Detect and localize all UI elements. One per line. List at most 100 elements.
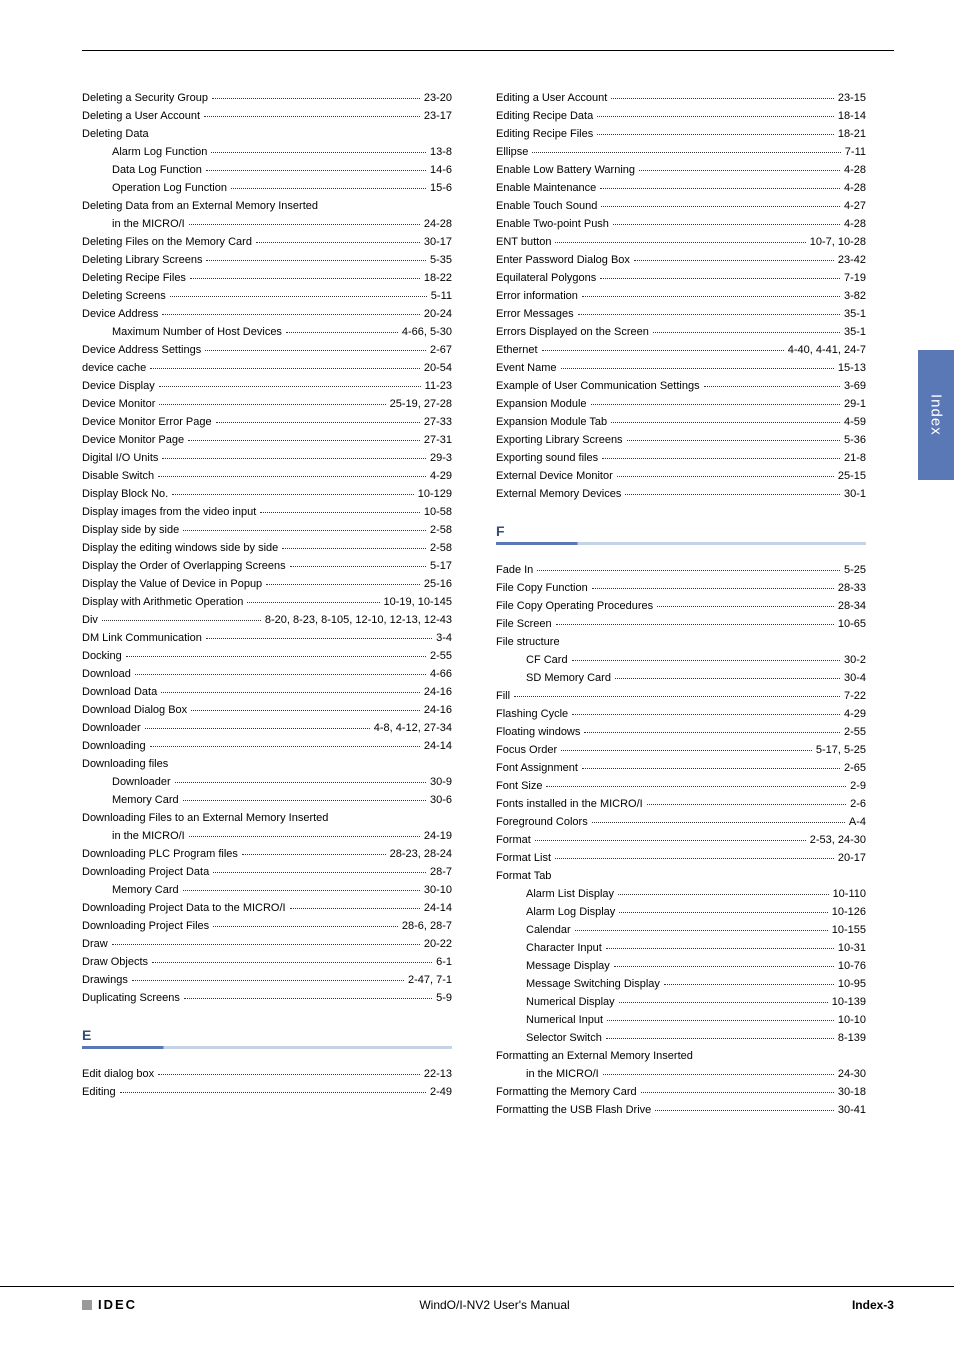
index-entry: Display the Order of Overlapping Screens… [82, 559, 452, 573]
index-entry: Alarm List Display10-110 [496, 887, 866, 901]
index-term: Deleting Library Screens [82, 253, 202, 267]
leader-dots [175, 781, 426, 783]
leader-dots [606, 1037, 834, 1039]
index-term: Numerical Input [526, 1013, 603, 1027]
index-page: 23-15 [838, 91, 866, 105]
leader-dots [162, 313, 419, 315]
index-entry: Downloader4-8, 4-12, 27-34 [82, 721, 452, 735]
index-term: device cache [82, 361, 146, 375]
leader-dots [126, 655, 426, 657]
index-term: Floating windows [496, 725, 580, 739]
leader-dots [572, 713, 840, 715]
leader-dots [546, 785, 846, 787]
index-term: Downloading files [82, 757, 168, 771]
index-term: Display with Arithmetic Operation [82, 595, 243, 609]
index-entry: Ellipse7-11 [496, 145, 866, 159]
index-page: 24-16 [424, 685, 452, 699]
index-term: Expansion Module [496, 397, 587, 411]
index-page: 24-28 [424, 217, 452, 231]
index-entry: External Device Monitor25-15 [496, 469, 866, 483]
index-term: Enable Touch Sound [496, 199, 597, 213]
leader-dots [242, 853, 386, 855]
index-entry: Formatting the Memory Card30-18 [496, 1085, 866, 1099]
index-page: 24-16 [424, 703, 452, 717]
index-page: A-4 [849, 815, 866, 829]
index-page: 4-66 [430, 667, 452, 681]
index-entry: Alarm Log Function13-8 [82, 145, 452, 159]
index-page: 10-95 [838, 977, 866, 991]
footer-center-text: WindO/I-NV2 User's Manual [419, 1298, 569, 1312]
index-entry: in the MICRO/I24-30 [496, 1067, 866, 1081]
index-term: Download Dialog Box [82, 703, 187, 717]
leader-dots [537, 569, 840, 571]
index-page: 5-25 [844, 563, 866, 577]
leader-dots [145, 727, 370, 729]
index-entry: Ethernet4-40, 4-41, 24-7 [496, 343, 866, 357]
index-page: 2-47, 7-1 [408, 973, 452, 987]
index-page: 25-15 [838, 469, 866, 483]
index-entry: Message Display10-76 [496, 959, 866, 973]
index-page: 20-17 [838, 851, 866, 865]
index-term: Error information [496, 289, 578, 303]
index-page: 5-9 [436, 991, 452, 1005]
index-term: Div [82, 613, 98, 627]
index-term: Formatting the USB Flash Drive [496, 1103, 651, 1117]
index-term: Fill [496, 689, 510, 703]
leader-dots [190, 277, 420, 279]
index-page: 8-20, 8-23, 8-105, 12-10, 12-13, 12-43 [265, 613, 452, 627]
index-term: Memory Card [112, 793, 179, 807]
index-entry: Downloader30-9 [82, 775, 452, 789]
footer-page-number: Index-3 [852, 1298, 894, 1312]
index-entry: Floating windows2-55 [496, 725, 866, 739]
index-entry: Draw Objects6-1 [82, 955, 452, 969]
index-page: 27-33 [424, 415, 452, 429]
index-term: Fonts installed in the MICRO/I [496, 797, 643, 811]
index-entry: Download4-66 [82, 667, 452, 681]
index-term: Downloading Project Data to the MICRO/I [82, 901, 286, 915]
index-entry: Deleting a User Account23-17 [82, 109, 452, 123]
index-term: External Memory Devices [496, 487, 621, 501]
index-entry: Downloading Project Data to the MICRO/I2… [82, 901, 452, 915]
index-entry: Disable Switch4-29 [82, 469, 452, 483]
leader-dots [614, 965, 834, 967]
index-entry: Format Tab [496, 869, 866, 883]
index-term: Message Switching Display [526, 977, 660, 991]
leader-dots [152, 961, 432, 963]
index-entry: Device Address Settings2-67 [82, 343, 452, 357]
index-term: Draw Objects [82, 955, 148, 969]
index-term: Editing Recipe Data [496, 109, 593, 123]
index-page: 4-59 [844, 415, 866, 429]
index-entry: Exporting sound files21-8 [496, 451, 866, 465]
index-term: Format [496, 833, 531, 847]
index-page: 2-49 [430, 1085, 452, 1099]
index-page: 2-58 [430, 523, 452, 537]
leader-dots [188, 439, 420, 441]
index-term: Alarm List Display [526, 887, 614, 901]
index-entry: Digital I/O Units29-3 [82, 451, 452, 465]
index-term: Docking [82, 649, 122, 663]
index-page: 20-54 [424, 361, 452, 375]
leader-dots [597, 115, 834, 117]
index-page: 29-1 [844, 397, 866, 411]
index-entry: Alarm Log Display10-126 [496, 905, 866, 919]
index-page: 35-1 [844, 325, 866, 339]
index-term: Flashing Cycle [496, 707, 568, 721]
index-entry: Error Messages35-1 [496, 307, 866, 321]
leader-dots [159, 385, 421, 387]
index-entry: Data Log Function14-6 [82, 163, 452, 177]
index-entry: Focus Order5-17, 5-25 [496, 743, 866, 757]
index-entry: Exporting Library Screens5-36 [496, 433, 866, 447]
leader-dots [606, 947, 834, 949]
index-block: Editing a User Account23-15Editing Recip… [496, 91, 866, 501]
index-page: 2-6 [850, 797, 866, 811]
index-term: Foreground Colors [496, 815, 588, 829]
leader-dots [597, 133, 834, 135]
top-rule [82, 50, 894, 51]
leader-dots [613, 223, 840, 225]
index-term: Deleting Recipe Files [82, 271, 186, 285]
index-page: 28-34 [838, 599, 866, 613]
index-entry: Flashing Cycle4-29 [496, 707, 866, 721]
index-entry: Deleting Recipe Files18-22 [82, 271, 452, 285]
index-term: Alarm Log Function [112, 145, 207, 159]
index-page: 4-8, 4-12, 27-34 [374, 721, 452, 735]
